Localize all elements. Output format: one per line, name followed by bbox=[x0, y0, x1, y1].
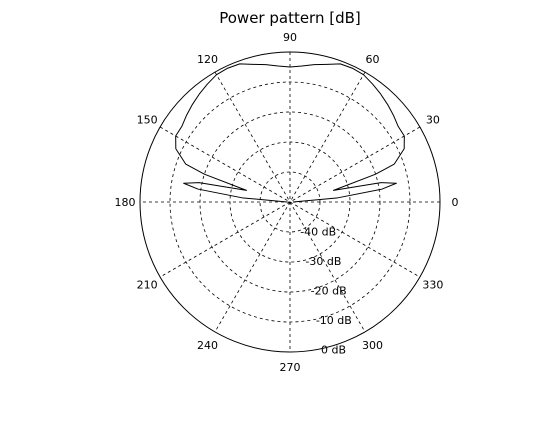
angle-label: 90 bbox=[283, 31, 297, 44]
angle-label: 180 bbox=[115, 196, 136, 209]
angle-labels: 0 30 60 90 120 150 180 210 240 270 300 330 bbox=[115, 31, 459, 374]
ring-labels: -40 dB -30 dB -20 dB -10 dB 0 dB bbox=[300, 226, 352, 357]
chart-title: Power pattern [dB] bbox=[219, 9, 361, 27]
pattern-curve bbox=[175, 63, 405, 203]
angle-label: 270 bbox=[280, 361, 301, 374]
grid-spoke bbox=[159, 126, 421, 278]
angle-label: 60 bbox=[366, 53, 380, 66]
angle-label: 300 bbox=[362, 339, 383, 352]
angle-label: 210 bbox=[137, 279, 158, 292]
ring-label: -30 dB bbox=[305, 255, 341, 268]
angle-label: 240 bbox=[197, 339, 218, 352]
series-group bbox=[175, 63, 405, 203]
angle-label: 330 bbox=[422, 279, 443, 292]
ring-label: 0 dB bbox=[321, 344, 346, 357]
ring-label: -40 dB bbox=[300, 226, 336, 239]
angle-label: 30 bbox=[426, 114, 440, 127]
angle-label: 150 bbox=[137, 114, 158, 127]
ring-label: -20 dB bbox=[311, 285, 347, 298]
ring-label: -10 dB bbox=[316, 314, 352, 327]
angle-label: 0 bbox=[452, 196, 459, 209]
spokes bbox=[140, 52, 440, 352]
angle-label: 120 bbox=[197, 53, 218, 66]
